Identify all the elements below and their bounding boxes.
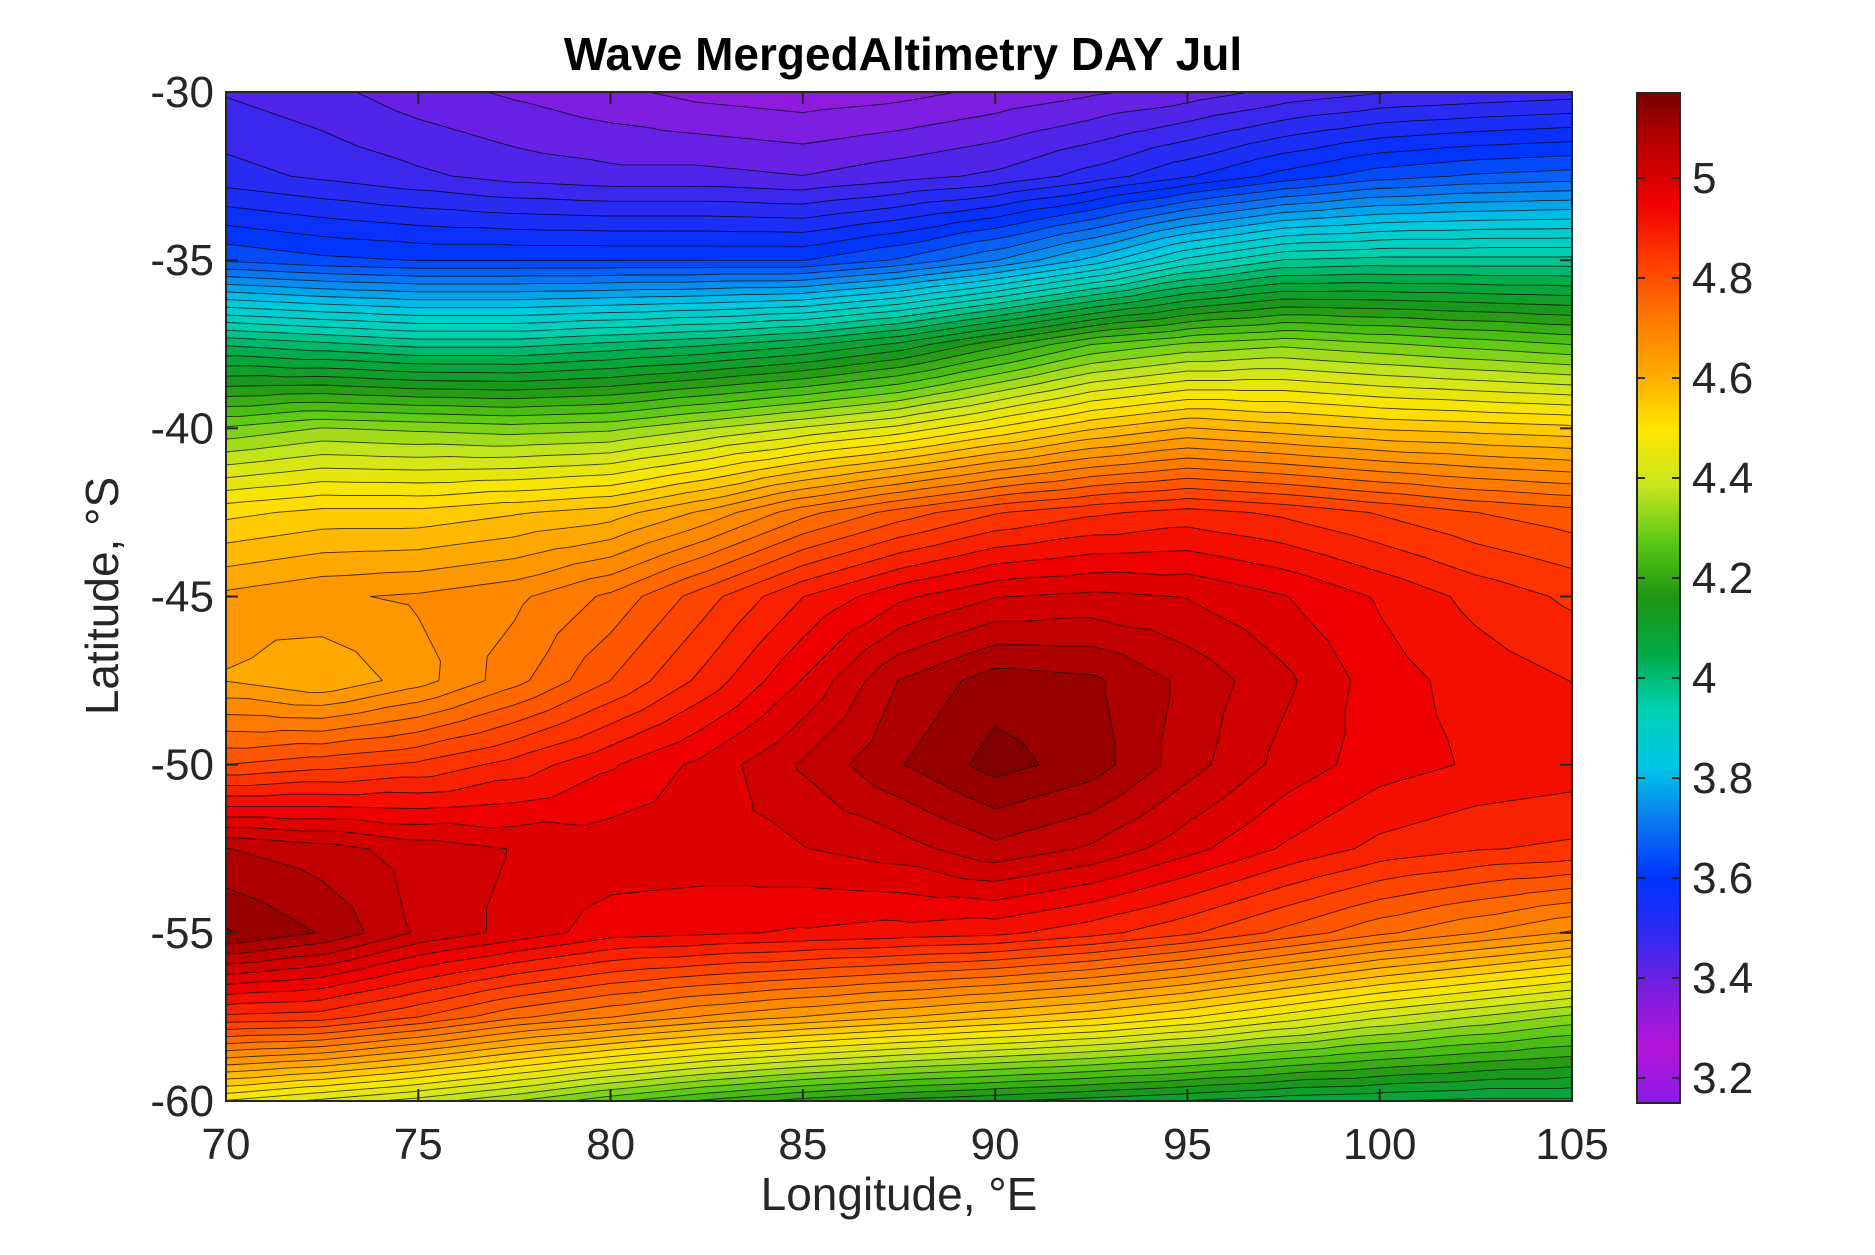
contour-line xyxy=(225,617,1236,965)
contour-line xyxy=(225,190,1573,285)
contour-line xyxy=(225,591,1298,975)
contour-line xyxy=(225,256,1573,340)
colorbar-tick-label: 3.4 xyxy=(1692,954,1753,1003)
contour-line xyxy=(225,228,1573,316)
contour-line xyxy=(225,408,1573,1087)
x-tick-label: 70 xyxy=(202,1120,251,1169)
x-axis-label: Longitude, °E xyxy=(761,1168,1038,1220)
contour-line xyxy=(225,246,1573,332)
plot-area xyxy=(225,91,1573,1102)
contour-line xyxy=(225,209,1573,301)
colorbar-tick-label: 4.8 xyxy=(1692,254,1753,303)
x-tick-label: 80 xyxy=(586,1120,635,1169)
contour-line xyxy=(225,180,1573,277)
contour-line xyxy=(225,427,1573,1073)
contour-line xyxy=(225,98,1573,205)
contour-line xyxy=(225,477,1573,1038)
contour-line xyxy=(225,467,1573,1045)
x-tick-label: 95 xyxy=(1163,1120,1212,1169)
colorbar-tick-label: 4.6 xyxy=(1692,354,1753,403)
contour-line xyxy=(225,199,1573,293)
y-axis-label: Latitude, °S xyxy=(76,477,128,715)
colorbar-tick-label: 4 xyxy=(1692,654,1716,703)
colorbar-tick-label: 4.2 xyxy=(1692,554,1753,603)
y-tick-label: -55 xyxy=(150,909,214,958)
y-tick-label: -50 xyxy=(150,741,214,790)
contour-line xyxy=(225,437,1573,1066)
contour-line xyxy=(225,282,1573,1102)
contour-line xyxy=(225,368,1573,1102)
y-tick-label: -40 xyxy=(150,404,214,453)
x-tick-label: 105 xyxy=(1535,1120,1608,1169)
x-tick-label: 100 xyxy=(1343,1120,1416,1169)
y-tick-label: -60 xyxy=(150,1077,214,1126)
y-tick-label: -35 xyxy=(150,236,214,285)
contour-line xyxy=(225,644,1171,955)
contour-line xyxy=(487,91,1119,145)
contour-line xyxy=(225,169,1573,269)
contour-line xyxy=(225,112,1573,219)
y-tick-label: -30 xyxy=(150,68,214,117)
contour-line xyxy=(225,667,1116,945)
contour-line xyxy=(225,357,1573,1102)
contour-line xyxy=(225,389,1573,1101)
contour-line xyxy=(225,346,1573,1102)
contour-line xyxy=(225,218,1573,309)
contour-line xyxy=(225,265,1573,348)
x-axis: 70 75 80 85 90 95 100 105 xyxy=(202,92,1609,1169)
colorbar-tick-label: 5 xyxy=(1692,154,1716,203)
contour-line xyxy=(225,322,1573,1102)
contour-line xyxy=(225,155,1573,261)
x-tick-label: 85 xyxy=(778,1120,827,1169)
y-tick-label: -45 xyxy=(150,573,214,622)
contour-line xyxy=(225,417,1573,1080)
contour-line xyxy=(225,314,1573,1102)
contour-line xyxy=(225,398,1573,1094)
y-axis: -30 -35 -40 -45 -50 -55 -60 xyxy=(150,68,1572,1126)
contour-line xyxy=(225,237,1573,324)
contour-line xyxy=(225,126,1573,233)
colorbar-tick-label: 3.2 xyxy=(1692,1054,1753,1103)
contour-line xyxy=(225,571,1352,985)
contour-line xyxy=(225,457,1573,1052)
contour-line xyxy=(648,91,957,114)
contour-line xyxy=(225,508,1573,1016)
x-tick-label: 75 xyxy=(394,1120,443,1169)
contour-line xyxy=(225,487,1573,1031)
chart-title: Wave MergedAltimetry DAY Jul xyxy=(564,28,1242,80)
contour-line xyxy=(225,497,1573,1023)
colorbar-ticks: 3.2 3.4 3.6 3.8 4 4.2 4.4 4.6 4.8 5 xyxy=(1637,154,1753,1103)
contour-line xyxy=(226,337,1573,1102)
contour-line xyxy=(225,379,1573,1102)
contour-line xyxy=(225,526,1573,1006)
colorbar-tick-label: 3.6 xyxy=(1692,854,1753,903)
colorbar-tick-label: 3.8 xyxy=(1692,754,1753,803)
contour-line xyxy=(225,298,1573,1102)
contour-line xyxy=(225,550,1456,996)
x-tick-label: 90 xyxy=(971,1120,1020,1169)
contour-line xyxy=(225,330,1573,1102)
contour-line xyxy=(356,91,1250,176)
contour-line xyxy=(225,141,1573,248)
colorbar-tick-label: 4.4 xyxy=(1692,454,1753,503)
colorbar xyxy=(1636,92,1681,1104)
